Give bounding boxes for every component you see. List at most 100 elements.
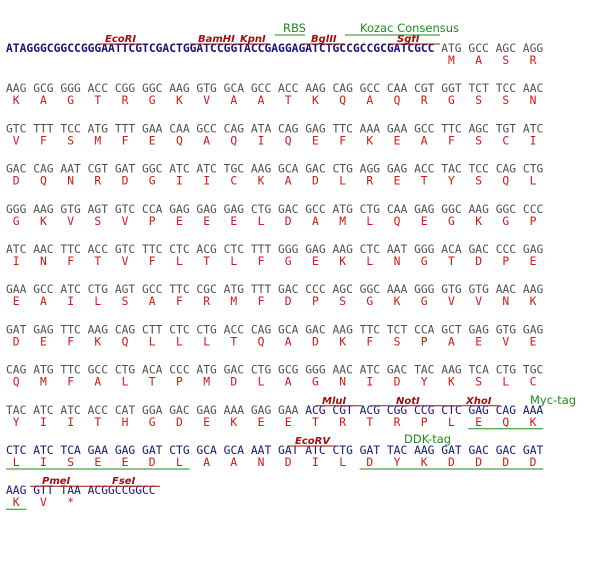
dna-sequence: CAG ATG TTC GCC CTG ACA CCC ATG GAC CTG … <box>6 364 543 377</box>
amino-acid: G <box>67 94 74 107</box>
dna-sequence: GAA GCC ATC CTG AGT GCC TTC CGC ATG TTT … <box>6 283 544 296</box>
amino-acid: S <box>475 175 482 188</box>
amino-acid: I <box>40 416 47 429</box>
amino-acid: I <box>366 376 373 389</box>
amino-acid: F <box>176 295 183 308</box>
amino-acid: S <box>502 54 509 67</box>
dna-sequence: CTC ATC TCA GAA GAG GAT CTG GCA GCA AAT … <box>6 444 544 457</box>
amino-acid: T <box>149 376 156 389</box>
amino-acid: T <box>94 416 101 429</box>
amino-acid: V <box>67 215 74 228</box>
amino-acid: A <box>285 376 292 389</box>
amino-acid: E <box>230 215 237 228</box>
amino-acid: I <box>530 134 537 147</box>
amino-acid: C <box>530 376 537 389</box>
amino-acid: R <box>366 175 373 188</box>
amino-acid: N <box>394 255 401 268</box>
feature-label: Kozac Consensus <box>360 21 459 35</box>
amino-acid: L <box>94 295 101 308</box>
amino-acid: * <box>67 496 74 509</box>
amino-acid: T <box>94 94 101 107</box>
amino-acid: Q <box>176 134 183 147</box>
amino-acid: D <box>13 175 20 188</box>
amino-acid: E <box>475 335 482 348</box>
amino-acid: F <box>339 134 346 147</box>
amino-acid: F <box>258 295 265 308</box>
amino-acid: D <box>502 456 509 469</box>
amino-acid: A <box>448 335 455 348</box>
amino-acid: D <box>230 376 237 389</box>
amino-acid: D <box>394 376 401 389</box>
restriction-site: MluI <box>322 396 346 407</box>
amino-acid: L <box>366 215 373 228</box>
amino-acid: A <box>94 376 101 389</box>
amino-acid: Q <box>285 134 292 147</box>
amino-acid: E <box>312 255 319 268</box>
amino-acid: A <box>285 335 292 348</box>
amino-acid: E <box>312 134 319 147</box>
amino-acid: G <box>448 215 455 228</box>
amino-acid: L <box>502 376 509 389</box>
feature-label: RBS <box>283 21 306 35</box>
amino-acid: E <box>394 134 401 147</box>
amino-acid: V <box>122 255 129 268</box>
amino-acid: Y <box>13 416 20 429</box>
amino-acid: E <box>40 335 47 348</box>
restriction-site: EcoRI <box>105 34 136 45</box>
amino-acid: R <box>394 416 401 429</box>
amino-acid: P <box>502 255 509 268</box>
amino-acid: E <box>203 215 210 228</box>
amino-acid: E <box>149 134 156 147</box>
dna-sequence: ATG GCC AGC AGG <box>441 42 543 55</box>
amino-acid: G <box>13 215 20 228</box>
amino-acid: I <box>67 295 74 308</box>
amino-acid: R <box>122 94 129 107</box>
dna-sequence: ATAGGGCGGCCGGGAATTCGTCGACTGGATCCGGTACCGA… <box>6 42 434 55</box>
amino-acid: G <box>149 416 156 429</box>
amino-acid: E <box>94 456 101 469</box>
amino-acid: C <box>230 175 237 188</box>
amino-acid: M <box>94 134 101 147</box>
dna-sequence: ACGGCCGGCC <box>88 484 156 497</box>
amino-acid: V <box>475 295 482 308</box>
amino-acid: A <box>421 134 428 147</box>
amino-acid: P <box>530 215 537 228</box>
amino-acid: L <box>258 376 265 389</box>
amino-acid: D <box>475 255 482 268</box>
amino-acid: M <box>448 54 455 67</box>
amino-acid: L <box>149 335 156 348</box>
amino-acid: Q <box>502 416 509 429</box>
amino-acid: N <box>258 456 265 469</box>
amino-acid: G <box>149 175 156 188</box>
amino-acid: G <box>448 94 455 107</box>
amino-acid: L <box>448 416 455 429</box>
amino-acid: Q <box>230 134 237 147</box>
amino-acid: A <box>203 456 210 469</box>
amino-acid: N <box>530 94 537 107</box>
amino-acid: Y <box>421 376 428 389</box>
amino-acid: H <box>122 416 129 429</box>
amino-acid: T <box>421 175 428 188</box>
amino-acid: P <box>312 295 319 308</box>
amino-acid: K <box>40 215 47 228</box>
amino-acid: P <box>176 376 183 389</box>
amino-acid: E <box>13 295 20 308</box>
amino-acid: R <box>339 416 346 429</box>
amino-acid: E <box>285 416 292 429</box>
amino-acid: K <box>176 94 183 107</box>
dna-sequence: ATC AAC TTC ACC GTC TTC CTC ACG CTC TTT … <box>6 243 544 256</box>
amino-acid: E <box>258 416 265 429</box>
amino-acid: D <box>176 416 183 429</box>
amino-acid: F <box>122 134 129 147</box>
amino-acid: D <box>285 295 292 308</box>
amino-acid: A <box>312 215 319 228</box>
amino-acid: A <box>366 94 373 107</box>
amino-acid: K <box>258 175 265 188</box>
amino-acid: V <box>40 496 47 509</box>
amino-acid: Q <box>339 94 346 107</box>
amino-acid: I <box>312 456 319 469</box>
amino-acid: Q <box>502 175 509 188</box>
restriction-site: NotI <box>396 396 420 407</box>
amino-acid: T <box>448 255 455 268</box>
amino-acid: T <box>285 94 292 107</box>
